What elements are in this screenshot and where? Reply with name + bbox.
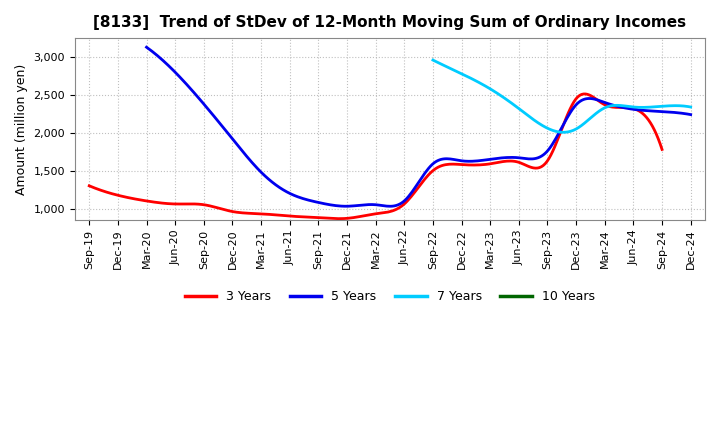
Title: [8133]  Trend of StDev of 12-Month Moving Sum of Ordinary Incomes: [8133] Trend of StDev of 12-Month Moving… — [94, 15, 686, 30]
Legend: 3 Years, 5 Years, 7 Years, 10 Years: 3 Years, 5 Years, 7 Years, 10 Years — [180, 285, 600, 308]
Y-axis label: Amount (million yen): Amount (million yen) — [15, 63, 28, 194]
